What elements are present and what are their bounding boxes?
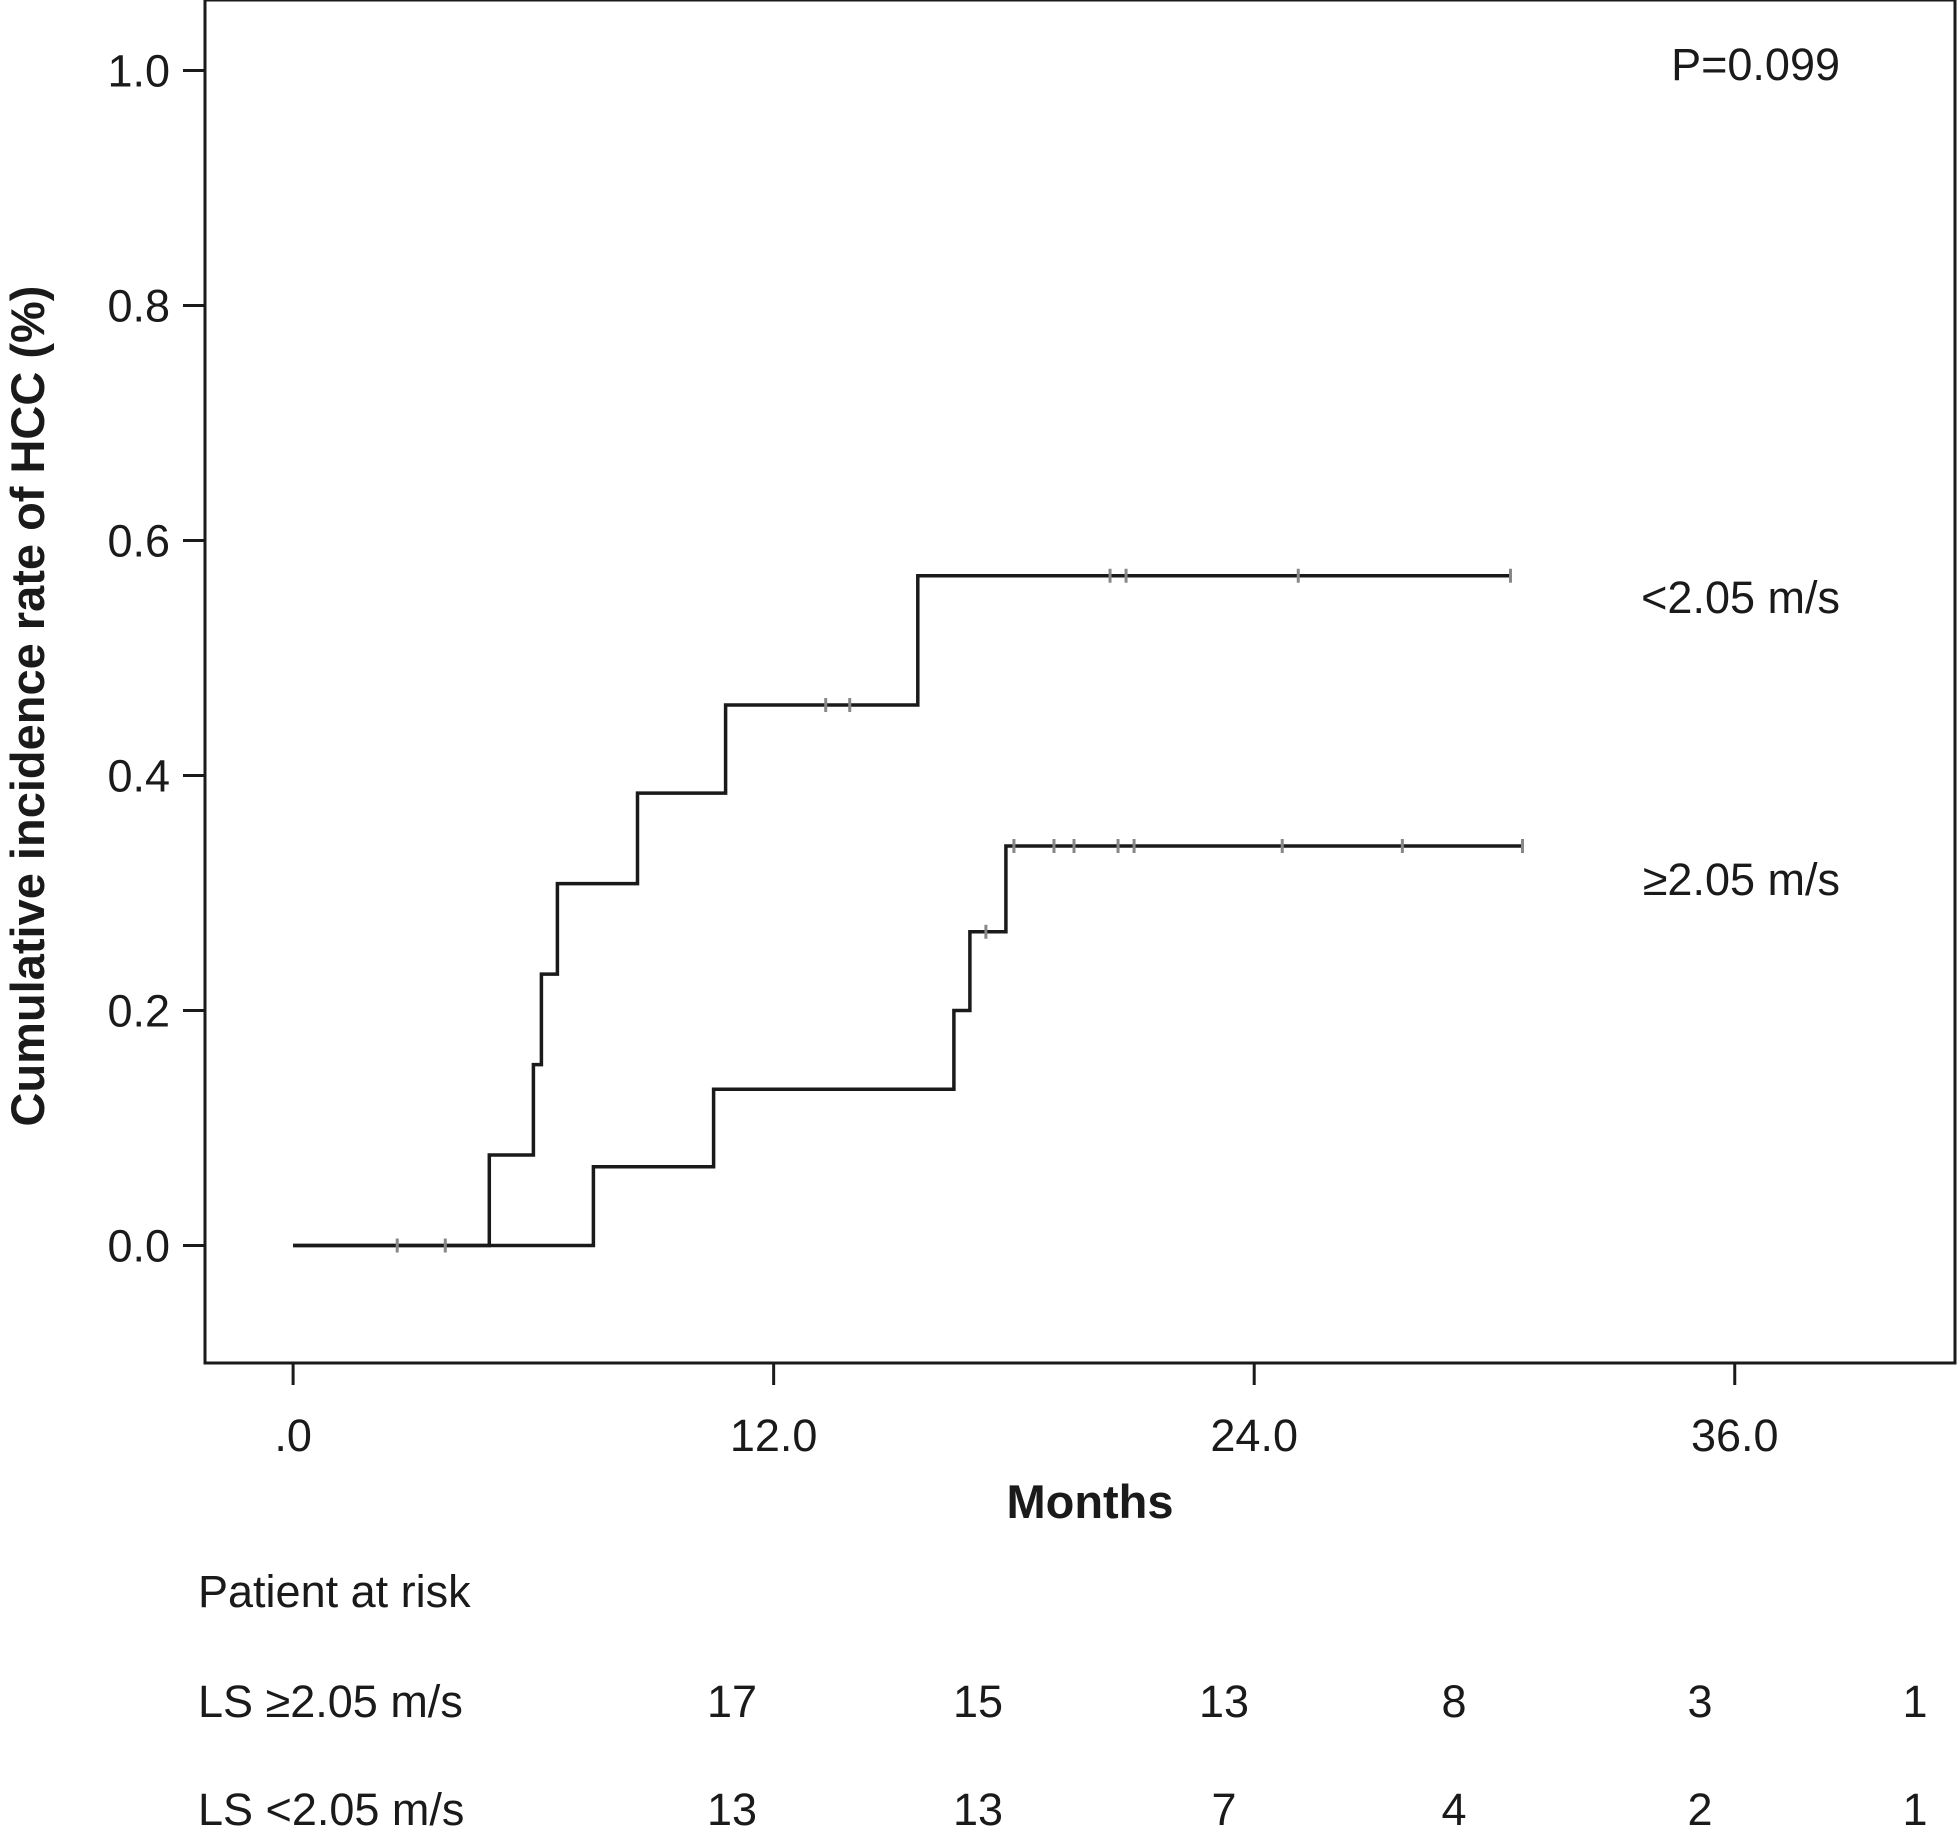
x-tick-label: 12.0: [730, 1410, 818, 1461]
risk-value: 4: [1441, 1784, 1466, 1834]
risk-value: 8: [1441, 1676, 1466, 1727]
risk-values: 17 15 13 8 3 1 13 13 7 4 2 1: [707, 1676, 1928, 1834]
risk-value: 3: [1687, 1676, 1712, 1727]
risk-value: 2: [1687, 1784, 1712, 1834]
x-tick-label: .0: [274, 1410, 312, 1461]
risk-value: 7: [1211, 1784, 1236, 1834]
risk-table-title: Patient at risk: [198, 1566, 471, 1617]
y-tick-label: 0.4: [107, 751, 170, 802]
x-tick-label: 36.0: [1691, 1410, 1779, 1461]
y-axis: 0.0 0.2 0.4 0.6 0.8 1.0: [107, 46, 205, 1272]
censor-marks: [395, 568, 1525, 1253]
y-tick-label: 0.2: [107, 986, 170, 1037]
x-axis: .0 12.0 24.0 36.0: [274, 1363, 1779, 1461]
y-axis-title: Cumulative incidence rate of HCC (%): [1, 286, 54, 1127]
risk-value: 1: [1902, 1676, 1927, 1727]
risk-value: 15: [953, 1676, 1003, 1727]
series-label-ge: ≥2.05 m/s: [1643, 854, 1840, 905]
x-tick-label: 24.0: [1210, 1410, 1298, 1461]
risk-value: 13: [1199, 1676, 1249, 1727]
risk-row-label: LS <2.05 m/s: [198, 1784, 464, 1834]
risk-value: 13: [953, 1784, 1003, 1834]
risk-value: 1: [1902, 1784, 1927, 1834]
y-tick-label: 0.6: [107, 516, 170, 567]
series-label-lt: <2.05 m/s: [1641, 572, 1840, 623]
y-tick-label: 0.8: [107, 281, 170, 332]
series-layer: [293, 574, 1523, 1248]
plot-frame: [203, 0, 1957, 1365]
x-axis-title: Months: [1006, 1475, 1173, 1528]
risk-value: 13: [707, 1784, 757, 1834]
y-tick-label: 0.0: [107, 1221, 170, 1272]
risk-value: 17: [707, 1676, 757, 1727]
series-line-ge-2-05: [293, 844, 1523, 1248]
y-tick-label: 1.0: [107, 46, 170, 97]
p-value-annotation: P=0.099: [1671, 39, 1840, 90]
series-line-lt-2-05: [293, 574, 1511, 1248]
risk-row-label: LS ≥2.05 m/s: [198, 1676, 463, 1727]
